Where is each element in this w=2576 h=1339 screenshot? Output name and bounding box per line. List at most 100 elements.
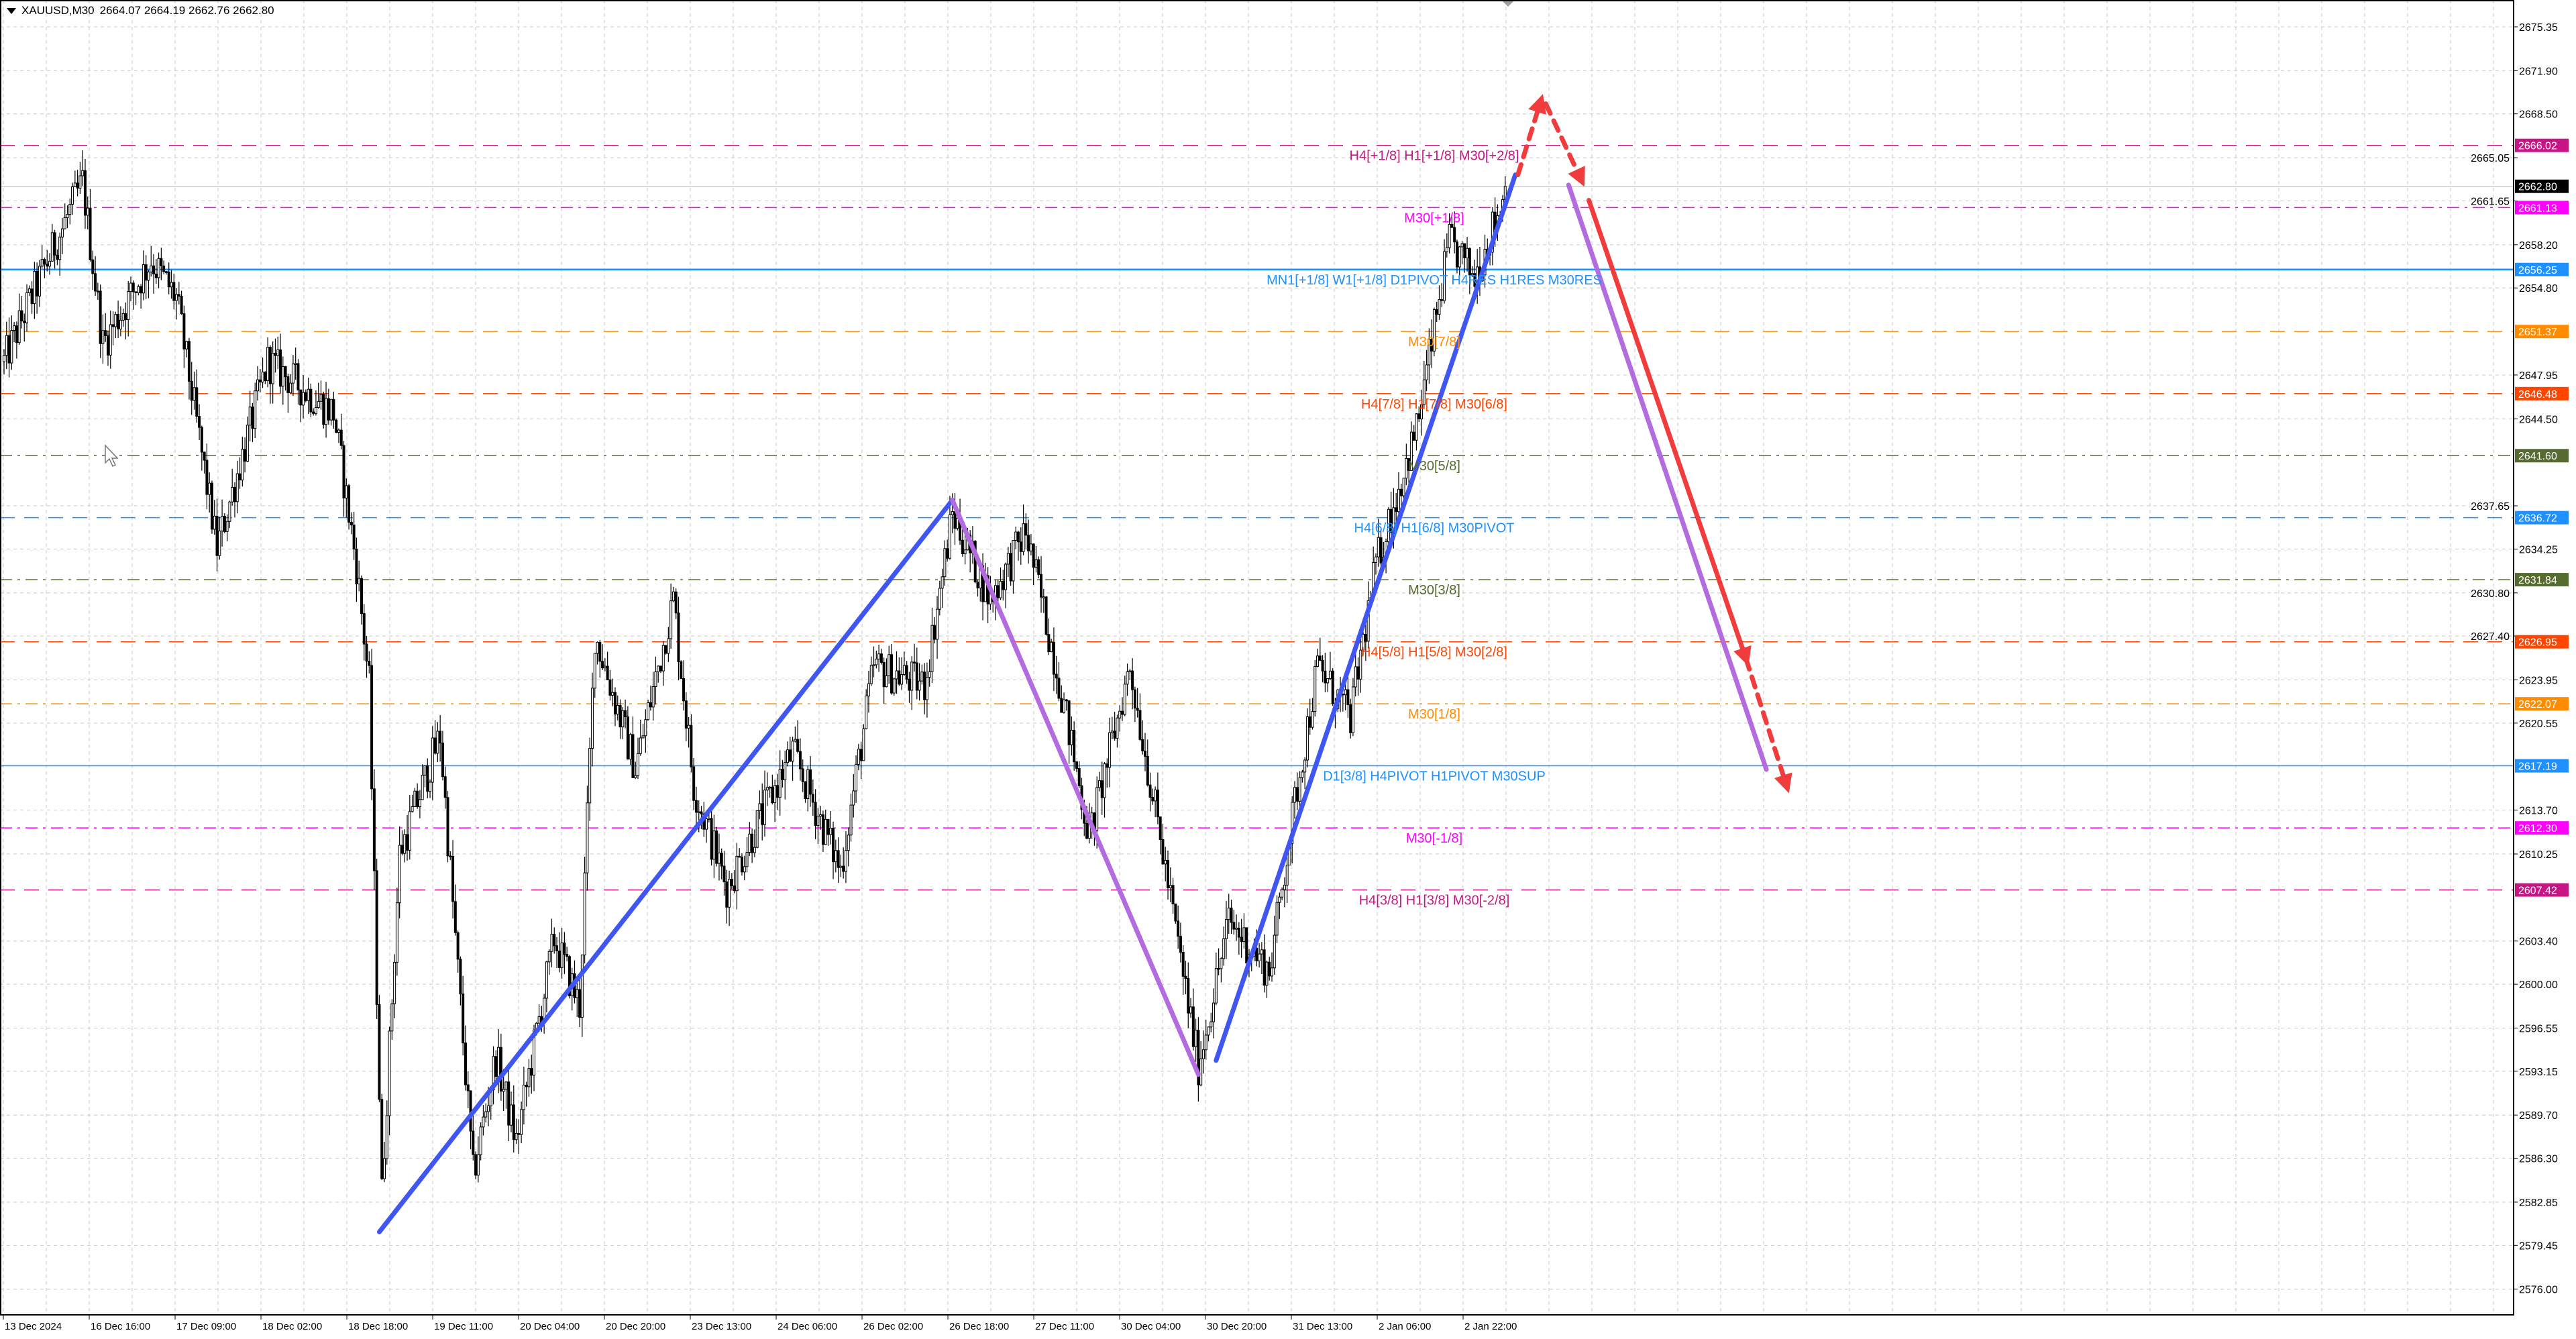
candle-bullish <box>869 665 873 684</box>
candle-bullish <box>1189 1006 1193 1014</box>
candle-bullish <box>319 394 323 402</box>
candle-bearish <box>309 388 313 413</box>
chart-shift-marker-icon[interactable] <box>1503 1 1513 7</box>
candle-bearish <box>1100 780 1104 798</box>
candle-bullish <box>484 1111 488 1118</box>
candle-bearish <box>472 1130 475 1155</box>
candle-bullish <box>1443 251 1446 301</box>
candle-bullish <box>657 665 660 672</box>
candle-bearish <box>104 330 107 336</box>
candle-bullish <box>621 710 625 728</box>
candle-bullish <box>50 232 54 262</box>
candle-bullish <box>639 737 642 754</box>
candle-bullish <box>329 398 333 421</box>
candle-bullish <box>294 363 297 365</box>
candle-bullish <box>852 790 855 806</box>
candle-bullish <box>1227 908 1230 920</box>
candle-bearish <box>1232 922 1236 930</box>
candle-bullish <box>1006 553 1010 565</box>
candle-bullish <box>920 672 924 682</box>
candle-bearish <box>1037 559 1040 575</box>
candle-bullish <box>256 379 259 392</box>
candle-bearish <box>459 959 462 995</box>
candle-bearish <box>164 271 168 273</box>
price-tick-label: 2661.65 <box>2471 196 2510 207</box>
price-tick-label: 2675.35 <box>2519 22 2558 34</box>
candle-bearish <box>499 1047 502 1092</box>
candle-bullish <box>1260 949 1263 955</box>
candle-bullish <box>71 186 74 205</box>
candle-bullish <box>1014 531 1018 541</box>
candle-bullish <box>1397 488 1400 513</box>
candle-bearish <box>913 661 916 663</box>
projection-turn-arrow[interactable] <box>1543 101 1585 187</box>
candle-bullish <box>586 802 589 873</box>
candle-bullish <box>758 803 761 811</box>
candle-bullish <box>647 702 650 720</box>
candle-bearish <box>720 853 723 867</box>
candle-bullish <box>1351 686 1354 733</box>
projection-purple[interactable] <box>1566 182 1769 772</box>
candle-bearish <box>801 768 804 782</box>
candle-bullish <box>778 769 782 798</box>
candle-bullish <box>1273 934 1276 969</box>
candle-bearish <box>733 886 736 892</box>
candle-bullish <box>763 790 766 825</box>
level-price-value: 2626.95 <box>2518 637 2557 649</box>
projection-red[interactable] <box>1587 198 1752 666</box>
candle-bearish <box>140 286 143 294</box>
price-axis[interactable]: 2675.35 2671.90 2668.50 2665.05 2661.65 2658.… <box>2471 22 2569 1296</box>
candle-bearish <box>268 347 272 384</box>
candle-bearish <box>692 766 696 801</box>
level-price-badge <box>2515 759 2569 773</box>
trendline-up-1[interactable] <box>376 498 955 1234</box>
time-tick-label: 31 Dec 13:00 <box>1293 1321 1352 1332</box>
candle-bearish <box>1057 678 1061 699</box>
projection-up-arrow[interactable] <box>1515 94 1547 178</box>
candle-bearish <box>244 449 247 462</box>
candle-bullish <box>10 330 13 364</box>
candle-bearish <box>350 521 353 526</box>
candle-bearish <box>826 818 830 835</box>
candle-bearish <box>626 716 629 760</box>
candle-bullish <box>388 1030 391 1116</box>
drawings[interactable] <box>376 94 1792 1234</box>
candle-bearish <box>342 445 345 498</box>
candle-bullish <box>629 734 632 760</box>
candle-bearish <box>1106 763 1109 768</box>
candle-bullish <box>1042 596 1045 598</box>
trendline-down[interactable] <box>950 498 1201 1077</box>
candle-bearish <box>1268 961 1271 977</box>
level-price-badge <box>2515 325 2569 339</box>
trendline-up-2[interactable] <box>1214 172 1518 1063</box>
candle-bullish <box>862 728 865 761</box>
candle-bullish <box>522 1085 525 1110</box>
candle-bullish <box>834 850 837 863</box>
candle-bullish <box>925 677 928 700</box>
candle-bearish <box>106 335 109 356</box>
candle-bullish <box>109 324 112 356</box>
candle-bullish <box>317 400 320 409</box>
time-tick-label: 19 Dec 11:00 <box>434 1321 493 1332</box>
level-label: M30[+1/8] <box>1404 211 1464 225</box>
collapse-triangle-icon[interactable] <box>7 7 16 14</box>
candle-bearish <box>775 785 779 798</box>
candle-bearish <box>36 270 39 297</box>
time-axis[interactable]: 13 Dec 2024 16 Dec 16:00 17 Dec 09:00 18 De… <box>3 1315 1517 1332</box>
candle-bullish <box>1405 458 1408 479</box>
projection-red-extension[interactable] <box>1743 656 1792 794</box>
price-tick-label: 2623.95 <box>2519 676 2558 687</box>
candle-bullish <box>1415 413 1418 441</box>
time-tick-label: 13 Dec 2024 <box>5 1321 62 1332</box>
current-price-value: 2662.80 <box>2518 182 2557 193</box>
candle-bearish <box>1455 242 1458 268</box>
candle-bullish <box>271 352 274 384</box>
candle-bullish <box>588 747 592 804</box>
level-label: H4[+1/8] H1[+1/8] M30[+2/8] <box>1350 149 1519 164</box>
level-price-value: 2636.72 <box>2518 513 2557 525</box>
candle-bearish <box>1148 784 1152 798</box>
candle-bullish <box>1199 1058 1203 1085</box>
candle-bullish <box>1050 641 1053 653</box>
candle-bullish <box>593 653 596 689</box>
